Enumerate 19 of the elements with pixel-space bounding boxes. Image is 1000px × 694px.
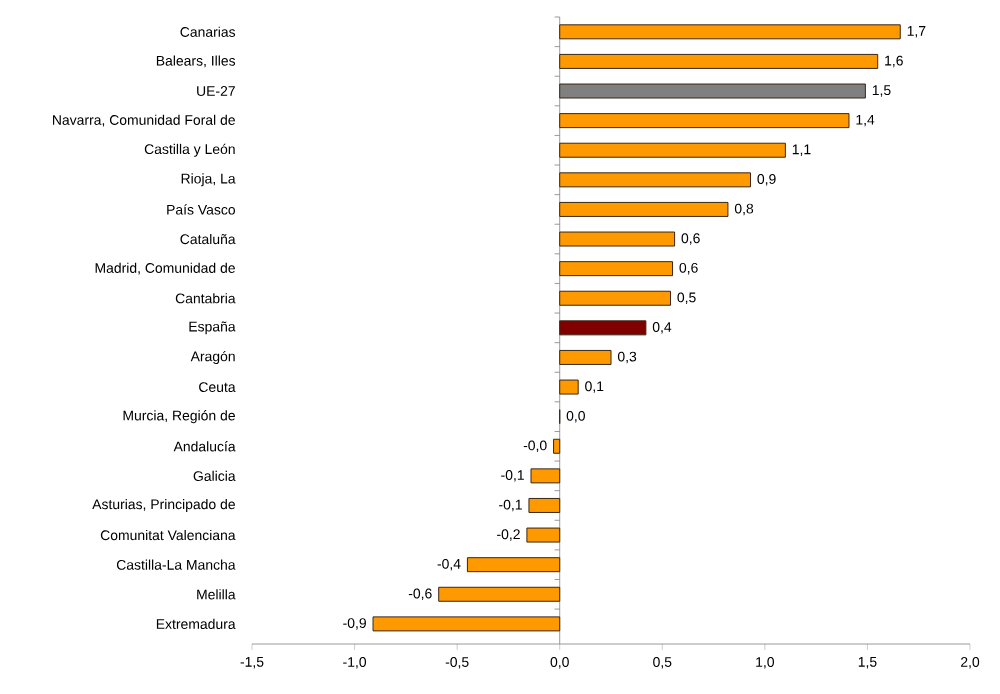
bar <box>559 201 729 217</box>
bar <box>559 349 612 365</box>
bar <box>559 231 676 247</box>
bar <box>559 24 901 40</box>
bar <box>553 438 561 454</box>
bar <box>559 53 879 69</box>
bar <box>559 320 647 336</box>
bar <box>559 113 850 129</box>
bar <box>372 616 561 632</box>
bar <box>559 261 674 277</box>
bar <box>559 172 751 188</box>
bar <box>559 290 671 306</box>
bar <box>559 379 579 395</box>
bar <box>466 557 561 573</box>
bar <box>559 142 786 158</box>
bar <box>526 527 561 543</box>
bar <box>528 497 561 513</box>
bar <box>438 586 561 602</box>
bar <box>530 468 561 484</box>
